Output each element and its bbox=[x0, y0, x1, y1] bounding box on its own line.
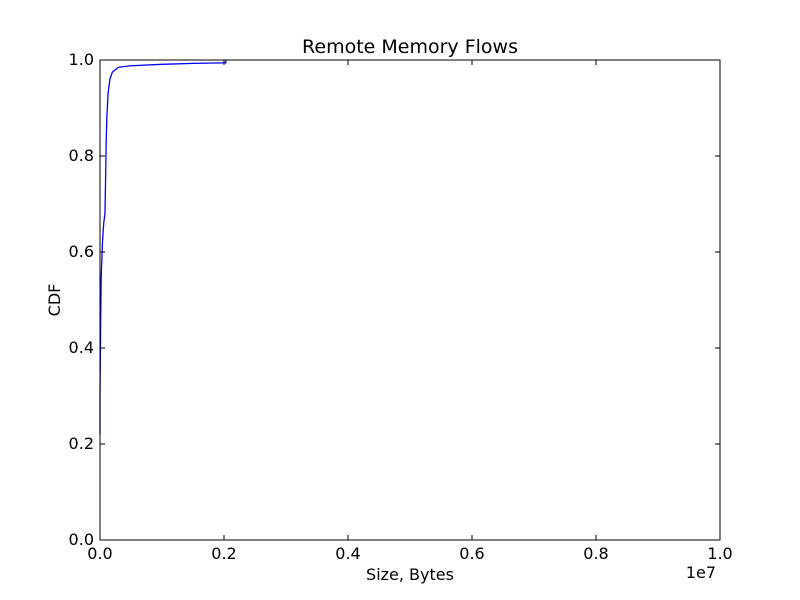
plot-frame bbox=[99, 59, 721, 541]
y-tick-label: 1.0 bbox=[69, 50, 94, 69]
x-axis: 0.0 0.2 0.4 0.6 0.8 1.0 bbox=[87, 60, 733, 563]
y-tick-label: 0.8 bbox=[69, 146, 94, 165]
x-tick-label: 0.2 bbox=[211, 544, 236, 563]
x-axis-label: Size, Bytes bbox=[366, 565, 454, 584]
x-tick-label: 0.4 bbox=[335, 544, 360, 563]
cdf-series-line bbox=[99, 60, 227, 435]
x-tick-label: 0.8 bbox=[583, 544, 608, 563]
y-tick-label: 0.0 bbox=[69, 530, 94, 549]
x-tick-label: 1.0 bbox=[707, 544, 732, 563]
y-axis: 0.0 0.2 0.4 0.6 0.8 1.0 bbox=[69, 50, 720, 549]
plot-area bbox=[99, 60, 227, 435]
x-tick-label: 0.6 bbox=[459, 544, 484, 563]
x-tick-label: 0.0 bbox=[87, 544, 112, 563]
y-tick-label: 0.4 bbox=[69, 338, 94, 357]
chart-title: Remote Memory Flows bbox=[302, 36, 518, 58]
y-tick-label: 0.2 bbox=[69, 434, 94, 453]
y-axis-label: CDF bbox=[45, 284, 64, 317]
y-tick-label: 0.6 bbox=[69, 242, 94, 261]
x-axis-offset-label: 1e7 bbox=[686, 563, 716, 582]
